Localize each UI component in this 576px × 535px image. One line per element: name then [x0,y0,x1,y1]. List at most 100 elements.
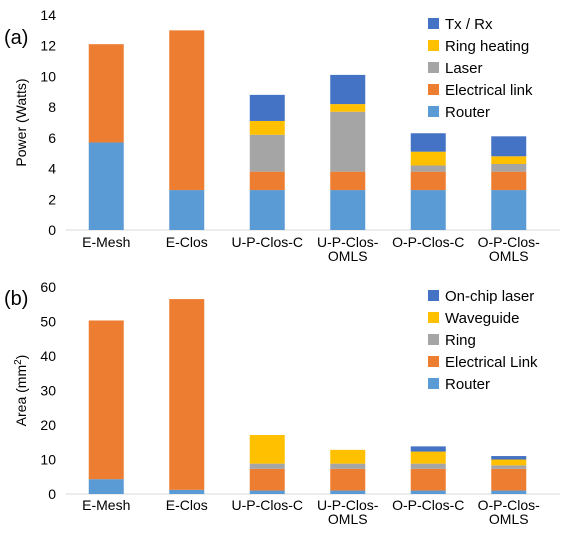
bar-tx-rx-o-p-clos-omls [491,136,527,157]
bar-on-chip-laser-o-p-clos-omls [491,456,527,460]
legend-label-waveguide: Waveguide [445,310,520,327]
x-tick-label-line: O-P-Clos- [478,234,541,250]
x-tick-label: E-Clos [166,497,208,513]
y-tick-label: 0 [48,486,56,502]
bar-electrical-link-e-mesh [88,320,124,480]
y-tick-label: 12 [40,38,56,54]
y-axis-title: Area (mm2) [13,355,29,427]
bar-router-e-mesh [88,479,124,494]
bar-router-o-p-clos-c [410,190,446,230]
y-tick-label: 6 [48,130,56,146]
x-tick-label: U-P-Clos-C [231,497,303,513]
y-axis-title-main: Area (mm [13,365,29,426]
bar-laser-u-p-clos-c [249,134,285,172]
legend-label-ring-heating: Ring heating [445,38,529,55]
legend: Tx / Rx Ring heating Laser Electrical link R… [428,16,533,121]
x-tick-label-line: O-P-Clos- [478,497,541,513]
x-tick-label: U-P-Clos-OMLS [317,497,379,527]
panel-label: (a) [4,27,28,49]
x-tick-label-line: E-Mesh [82,234,130,250]
legend-label-ring: Ring [445,332,476,349]
bar-laser-o-p-clos-omls [491,163,527,172]
y-tick-label: 20 [40,417,56,433]
x-tick-label-line: O-P-Clos-C [392,234,464,250]
bar-router-o-p-clos-c [410,490,446,494]
legend: On-chip laser Waveguide Ring Electrical Lin… [428,288,538,393]
y-tick-label: 10 [40,452,56,468]
x-tick-label-line: E-Clos [166,234,208,250]
bar-laser-u-p-clos-omls [330,111,366,172]
bar-tx-rx-o-p-clos-c [410,133,446,152]
x-tick-label: E-Mesh [82,497,130,513]
power-chart-panel: (a) Power (Watts) 0 2 4 6 8 10 12 14 E-Mesh E-Clos U… [4,7,560,264]
legend-swatch-waveguide [428,312,439,323]
y-axis-title-superscript: 2 [13,359,24,365]
y-tick-label: 8 [48,99,56,115]
bar-waveguide-o-p-clos-c [410,451,446,464]
legend-label-tx-rx: Tx / Rx [445,16,493,33]
y-axis-title: Power (Watts) [13,78,29,166]
bar-electrical-link-u-p-clos-omls [330,468,366,491]
x-tick-label-line: O-P-Clos-C [392,497,464,513]
x-tick-label-line: OMLS [328,248,368,264]
bar-electrical-link-e-clos [169,299,205,490]
bar-ring-heating-o-p-clos-c [410,151,446,166]
x-tick-label-line: E-Clos [166,497,208,513]
legend-label-on-chip-laser: On-chip laser [445,288,534,305]
legend-swatch-electrical-link [428,84,439,95]
x-tick-label: U-P-Clos-OMLS [317,234,379,264]
legend-swatch-on-chip-laser [428,290,439,301]
legend-label-electrical-link: Electrical link [445,82,533,99]
bar-router-u-p-clos-omls [330,190,366,230]
y-tick-label: 40 [40,348,56,364]
x-tick-label-line: U-P-Clos- [317,234,379,250]
bar-waveguide-u-p-clos-c [249,435,285,464]
x-tick-label: U-P-Clos-C [231,234,303,250]
legend-swatch-router [428,378,439,389]
x-tick-label: E-Mesh [82,234,130,250]
bar-ring-o-p-clos-c [410,463,446,469]
y-tick-label: 30 [40,383,56,399]
y-tick-label: 10 [40,68,56,84]
legend-label-laser: Laser [445,60,483,77]
bar-ring-o-p-clos-omls [491,465,527,469]
legend-label-router: Router [445,376,490,393]
legend-swatch-electrical-link [428,356,439,367]
bar-waveguide-o-p-clos-omls [491,459,527,466]
legend-label-router: Router [445,104,490,121]
x-tick-label-line: E-Mesh [82,497,130,513]
x-tick-label: O-P-Clos-C [392,234,464,250]
legend-swatch-laser [428,62,439,73]
legend-swatch-ring [428,334,439,345]
legend-label-electrical-link: Electrical Link [445,354,538,371]
bar-electrical-link-u-p-clos-c [249,171,285,191]
bar-ring-heating-o-p-clos-omls [491,156,527,164]
bar-electrical-link-o-p-clos-omls [491,171,527,191]
x-tick-label: O-P-Clos-C [392,497,464,513]
x-tick-label: O-P-Clos-OMLS [478,234,541,264]
y-tick-label: 2 [48,191,56,207]
bar-electrical-link-o-p-clos-c [410,171,446,191]
bar-router-e-mesh [88,142,124,230]
legend-swatch-tx-rx [428,18,439,29]
bar-router-u-p-clos-c [249,490,285,494]
bar-tx-rx-u-p-clos-c [249,94,285,121]
bar-router-o-p-clos-omls [491,490,527,494]
bar-router-u-p-clos-c [249,190,285,230]
x-tick-label-line: U-P-Clos-C [231,497,303,513]
y-tick-label: 50 [40,314,56,330]
bar-ring-heating-u-p-clos-omls [330,104,366,112]
bar-router-u-p-clos-omls [330,490,366,494]
panel-label: (b) [4,288,28,310]
bar-electrical-link-u-p-clos-omls [330,171,366,191]
bar-electrical-link-o-p-clos-c [410,468,446,491]
x-tick-label-line: OMLS [489,248,529,264]
x-tick-label-line: OMLS [328,511,368,527]
y-tick-label: 14 [40,7,56,23]
area-chart-panel: (b) Area (mm2) 0 10 20 30 40 50 60 E-Mesh E-Clos U-… [4,279,560,527]
x-tick-label: E-Clos [166,234,208,250]
bar-electrical-link-e-clos [169,30,205,191]
bar-ring-u-p-clos-c [249,463,285,469]
y-tick-label: 4 [48,161,56,177]
